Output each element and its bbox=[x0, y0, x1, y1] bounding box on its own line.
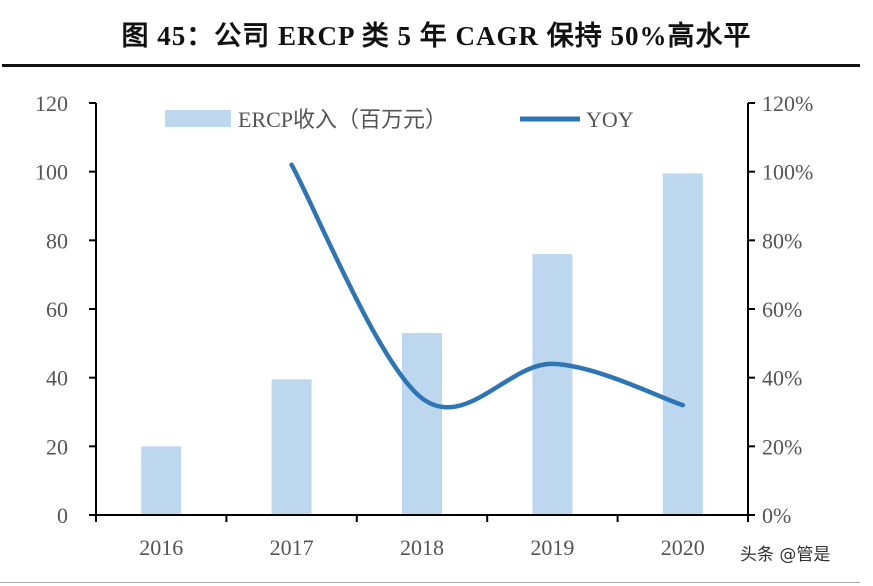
x-tick-label: 2019 bbox=[530, 535, 574, 560]
x-tick-label: 2016 bbox=[139, 535, 183, 560]
left-tick-label: 20 bbox=[46, 434, 68, 459]
watermark: 头条 @管是 bbox=[740, 545, 831, 565]
left-tick-label: 100 bbox=[35, 160, 68, 185]
left-tick-label: 60 bbox=[46, 297, 68, 322]
x-tick-label: 2018 bbox=[400, 535, 444, 560]
bottom-divider bbox=[0, 582, 860, 583]
right-tick-label: 120% bbox=[762, 91, 813, 116]
bar-2017 bbox=[271, 379, 312, 515]
x-tick-label: 2017 bbox=[270, 535, 314, 560]
title-divider bbox=[2, 64, 860, 67]
left-tick-label: 80 bbox=[46, 228, 68, 253]
right-tick-label: 80% bbox=[762, 228, 802, 253]
right-tick-label: 20% bbox=[762, 434, 802, 459]
left-tick-label: 0 bbox=[57, 503, 68, 528]
bar-2019 bbox=[532, 254, 573, 516]
x-tick-label: 2020 bbox=[661, 535, 705, 560]
legend-swatch-revenue bbox=[165, 110, 231, 127]
bar-2016 bbox=[141, 446, 182, 515]
right-tick-label: 40% bbox=[762, 366, 802, 391]
bar-2018 bbox=[402, 333, 442, 515]
right-tick-label: 0% bbox=[762, 503, 791, 528]
legend-label-revenue: ERCP收入（百万元） bbox=[238, 107, 447, 132]
legend-label-yoy: YOY bbox=[586, 107, 634, 132]
right-tick-label: 60% bbox=[762, 297, 802, 322]
bar-2020 bbox=[662, 173, 703, 515]
right-tick-label: 100% bbox=[762, 160, 813, 185]
chart-title: 图 45：公司 ERCP 类 5 年 CAGR 保持 50%高水平 bbox=[121, 21, 752, 51]
yoy-line bbox=[289, 162, 686, 410]
left-tick-label: 120 bbox=[35, 91, 68, 116]
left-tick-label: 40 bbox=[46, 366, 68, 391]
